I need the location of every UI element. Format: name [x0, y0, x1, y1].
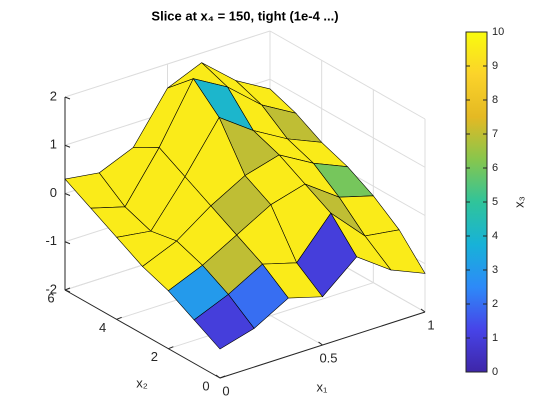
colorbar-tick-label: 6	[492, 162, 498, 174]
grid-line	[64, 30, 271, 98]
z-tick-label: 2	[50, 88, 57, 103]
x-tick-label: 1	[427, 317, 434, 332]
chart-title: Slice at x₄ = 150, tight (1e-4 ...)	[151, 8, 338, 23]
colorbar-tick-label: 8	[492, 94, 498, 106]
y-tick	[116, 316, 122, 320]
y-tick-label: 6	[47, 290, 54, 305]
y-tick-label: 4	[99, 320, 106, 335]
z-tick	[64, 193, 71, 196]
x-tick-label: 0	[222, 383, 229, 398]
colorbar-tick-label: 10	[492, 26, 504, 38]
x-tick	[318, 341, 323, 346]
z-tick	[64, 289, 71, 293]
colorbar-tick-label: 0	[492, 366, 498, 378]
colorbar-label: x₃	[511, 196, 526, 208]
surface-patch	[193, 294, 255, 350]
z-tick	[64, 241, 71, 245]
z-tick-label: 0	[50, 185, 57, 200]
y-tick-label: 0	[202, 378, 209, 393]
x-tick	[420, 308, 426, 313]
colorbar-tick-label: 4	[492, 230, 498, 242]
colorbar-tick-label: 2	[492, 298, 498, 310]
z-tick	[64, 144, 71, 148]
colorbar-tick-label: 9	[492, 60, 498, 72]
colorbar-tick-label: 3	[492, 264, 498, 276]
x-tick-label: 0.5	[319, 350, 337, 365]
y-axis-label: x₂	[136, 375, 148, 390]
z-tick-label: -1	[45, 233, 57, 248]
z-tick	[64, 96, 71, 100]
grid-line	[269, 78, 426, 168]
x-tick	[215, 374, 221, 379]
grid-line	[168, 282, 374, 350]
grid-line	[269, 30, 426, 120]
z-tick-label: 1	[50, 137, 57, 152]
x-axis-label: x₁	[317, 379, 329, 394]
y-axis	[64, 289, 221, 379]
colorbar-tick-label: 5	[492, 196, 498, 208]
y-tick-label: 2	[151, 349, 158, 364]
z-tick-label: -2	[45, 281, 57, 296]
colorbar-tick-label: 1	[492, 332, 498, 344]
y-tick	[64, 287, 71, 291]
colorbar-tick-label: 7	[492, 128, 498, 140]
y-tick	[168, 346, 174, 350]
y-tick	[219, 375, 226, 379]
